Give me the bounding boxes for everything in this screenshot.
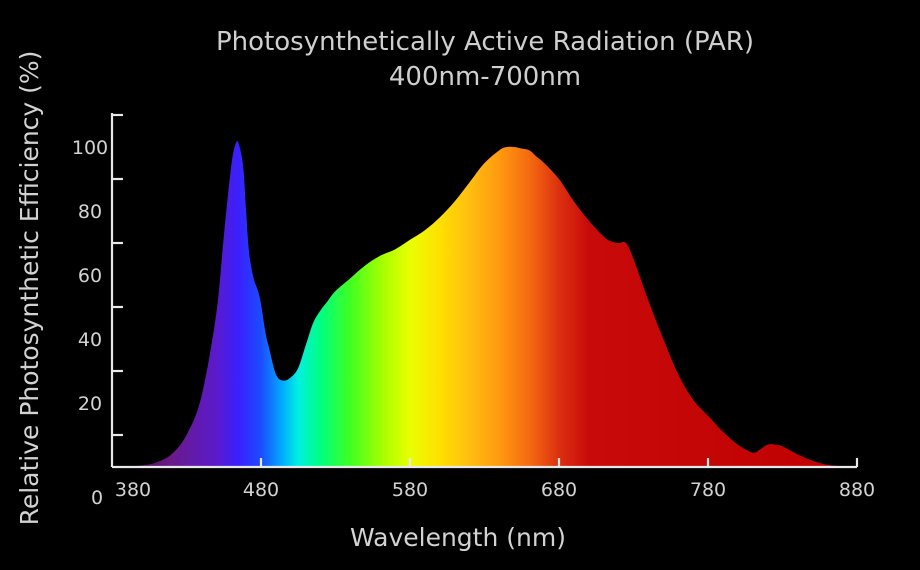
y-tick-label: 60 (78, 265, 102, 287)
chart-subtitle: 400nm-700nm (389, 62, 581, 92)
x-tick-label: 480 (243, 479, 279, 501)
x-tick-label: 880 (839, 479, 875, 501)
x-tick-label: 780 (690, 479, 726, 501)
y-axis-label: Relative Photosynthetic Efficiency (%) (15, 51, 44, 526)
x-tick-label: 380 (115, 479, 151, 501)
y-tick-label: 20 (78, 393, 102, 415)
y-tick-label: 100 (72, 137, 108, 159)
y-tick-label: 40 (78, 329, 102, 351)
y-tick-label: 0 (91, 487, 103, 509)
spectrum-area (119, 141, 850, 467)
y-tick-label: 80 (78, 201, 102, 223)
x-tick-label: 680 (541, 479, 577, 501)
x-tick-label: 580 (392, 479, 428, 501)
x-axis-label: Wavelength (nm) (350, 523, 566, 552)
chart-title: Photosynthetically Active Radiation (PAR… (216, 27, 754, 57)
